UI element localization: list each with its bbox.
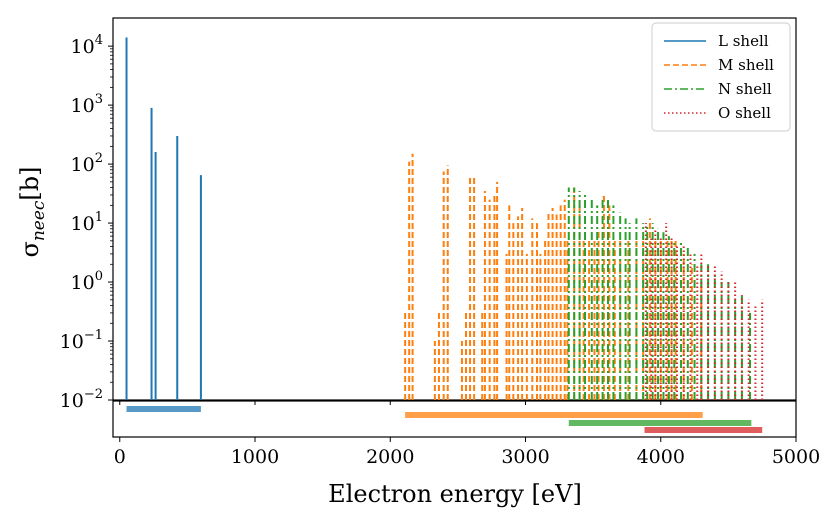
range-axes <box>112 400 797 438</box>
y-axis-label-subscript: neec <box>29 200 49 241</box>
y-tick-label: 101 <box>71 210 103 235</box>
y-axis-label: σneec[b] <box>16 166 49 257</box>
x-tick-label: 3000 <box>501 446 549 468</box>
legend-frame <box>651 22 791 132</box>
main-axes-frame <box>112 17 797 401</box>
y-axis-label-symbol: σ <box>16 241 44 257</box>
y-tick-label: 10−2 <box>60 387 103 412</box>
series-m-shell <box>404 153 703 400</box>
series-l-shell <box>125 37 202 400</box>
y-tick-label: 100 <box>71 269 103 294</box>
series-n-shell <box>567 187 752 400</box>
x-tick-label: 5000 <box>772 446 820 468</box>
series-o-shell <box>644 223 764 400</box>
y-tick-label: 103 <box>71 92 103 117</box>
x-tick-label: 2000 <box>366 446 414 468</box>
legend-label: N shell <box>718 80 772 98</box>
y-tick-label: 102 <box>71 151 103 176</box>
y-tick-label: 10−1 <box>60 328 103 353</box>
legend: L shell M shell N shell O shell <box>651 22 791 132</box>
y-axis-label-unit: [b] <box>16 166 44 200</box>
x-tick-label: 1000 <box>231 446 279 468</box>
x-tick-label: 4000 <box>637 446 685 468</box>
y-tick-label: 104 <box>71 33 103 58</box>
legend-label: O shell <box>718 104 771 122</box>
legend-label: M shell <box>718 56 774 74</box>
x-tick-label: 0 <box>114 446 126 468</box>
main-axes <box>112 17 797 401</box>
ticks-layer: 0 1000 2000 3000 4000 5000 104 103 102 101 100 10−1… <box>60 33 821 468</box>
legend-label: L shell <box>718 32 769 50</box>
range-axes-frame <box>112 400 797 438</box>
x-axis-label: Electron energy [eV] <box>328 480 582 508</box>
series-layer <box>125 37 764 400</box>
